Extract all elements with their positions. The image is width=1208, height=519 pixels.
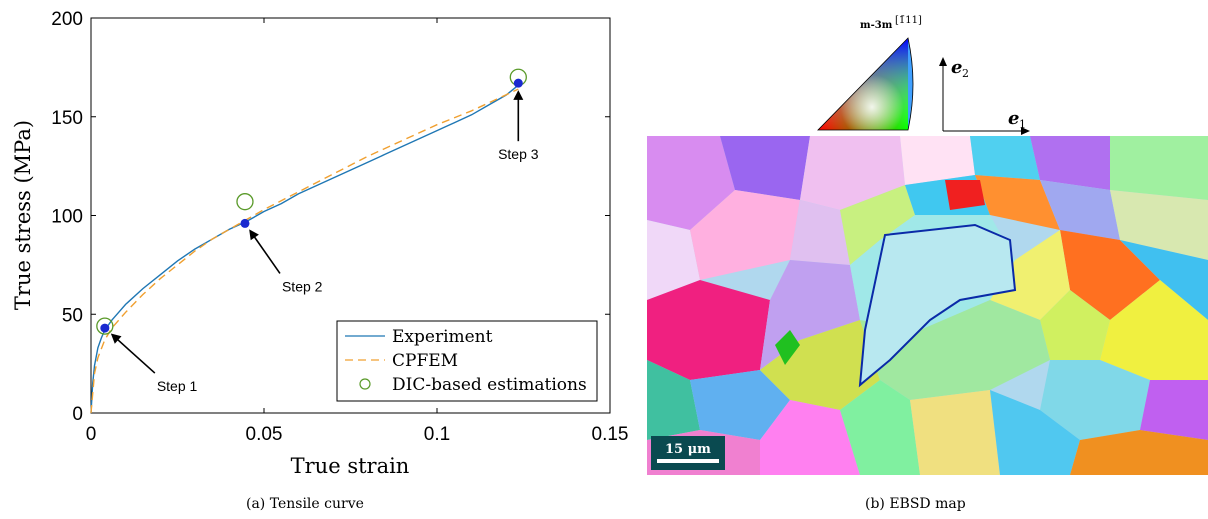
legend-label-dic: DIC-based estimations: [392, 375, 587, 395]
tensile-curve-chart: 0 50 100 150 200 0 0.05 0.1 0.15 True stress (M…: [11, 9, 629, 478]
series-line-cpfem: [90, 88, 519, 414]
step-label: Step 1: [157, 378, 198, 394]
dic-marker: [96, 317, 114, 335]
x-tick-label: 0.05: [246, 424, 283, 445]
reference-axes: e 1 e 2: [939, 57, 1030, 135]
step-point: [513, 78, 523, 88]
y-tick-label: 50: [62, 305, 83, 326]
axis-e2-label: e: [951, 57, 962, 78]
y-axis-label: True stress (MPa): [11, 120, 35, 310]
ipf-label-dir: [1̄11]: [895, 15, 922, 26]
x-tick-label: 0: [86, 424, 97, 445]
axis-e2-sub: 2: [962, 67, 969, 80]
caption-tensile-curve: (a) Tensile curve: [246, 496, 364, 512]
step-arrow: [111, 334, 156, 374]
step-arrowhead: [513, 90, 524, 100]
scale-bar-label: 15 μm: [665, 442, 711, 457]
axis-e1-sub: 1: [1019, 118, 1026, 131]
ipf-label: m-3m: [860, 20, 893, 31]
step-point: [100, 323, 110, 333]
ebsd-orientation-map: 15 μm: [647, 136, 1208, 475]
ipf-triangle-key: m-3m [1̄11] [001] [011]: [808, 15, 931, 148]
y-tick-label: 100: [51, 207, 83, 228]
y-tick-label: 150: [51, 108, 83, 129]
y-axis-ticks: 0 50 100 150 200: [51, 9, 610, 425]
y-tick-label: 0: [72, 404, 83, 425]
x-axis-ticks: 0 0.05 0.1 0.15: [86, 18, 629, 445]
step-label: Step 2: [282, 278, 323, 294]
ipf-corner-011: [011]: [904, 137, 931, 148]
step-point: [240, 218, 250, 228]
step-arrowhead: [110, 333, 122, 344]
x-tick-label: 0.15: [592, 424, 629, 445]
caption-ebsd-map: (b) EBSD map: [865, 496, 966, 512]
legend: Experiment CPFEM DIC-based estimations: [336, 320, 598, 402]
legend-label-experiment: Experiment: [392, 327, 493, 347]
step-arrowhead: [249, 229, 259, 241]
legend-swatch-dic: [359, 378, 371, 390]
step-arrow: [249, 230, 281, 274]
step-annotations: Step 1 Step 2 Step 3: [100, 78, 539, 394]
x-tick-label: 0.1: [424, 424, 450, 445]
dic-marker: [236, 193, 254, 211]
y-tick-label: 200: [51, 9, 83, 30]
legend-label-cpfem: CPFEM: [392, 351, 458, 371]
legend-box: [336, 320, 598, 402]
x-axis-label: True strain: [291, 454, 410, 478]
ipf-corner-001: [001]: [808, 137, 835, 148]
step-label: Step 3: [498, 146, 539, 162]
axis-e1-label: e: [1008, 108, 1019, 129]
